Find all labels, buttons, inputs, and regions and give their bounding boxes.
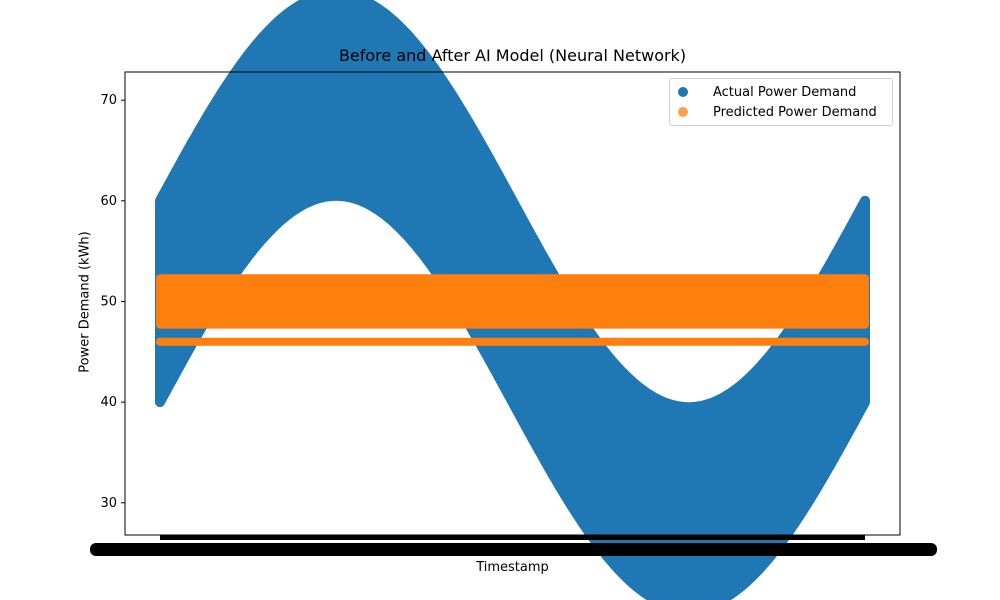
y-axis-label: Power Demand (kWh) <box>77 231 93 373</box>
x-tick-marks <box>160 535 865 540</box>
predicted-demand-line <box>156 337 869 346</box>
plot-area <box>155 0 870 600</box>
legend-item-predicted: Predicted Power Demand <box>678 102 877 122</box>
y-tick-label: 50 <box>100 294 117 309</box>
y-axis: 30 40 50 60 70 <box>100 93 125 511</box>
x-axis <box>90 535 937 556</box>
legend-marker-actual <box>678 87 688 97</box>
y-tick-label: 30 <box>100 496 117 511</box>
legend-label-actual: Actual Power Demand <box>713 84 857 100</box>
chart-title: Before and After AI Model (Neural Networ… <box>338 46 687 65</box>
y-tick-label: 70 <box>100 93 117 108</box>
legend-marker-predicted <box>678 107 688 117</box>
legend-label-predicted: Predicted Power Demand <box>713 104 877 120</box>
x-tick-labels-overlap <box>90 543 937 556</box>
legend: Actual Power Demand Predicted Power Dema… <box>669 78 893 126</box>
x-axis-label: Timestamp <box>476 560 549 575</box>
predicted-demand-band <box>156 274 869 329</box>
y-tick-label: 40 <box>100 395 117 410</box>
legend-item-actual: Actual Power Demand <box>678 82 856 102</box>
y-tick-label: 60 <box>100 194 117 209</box>
